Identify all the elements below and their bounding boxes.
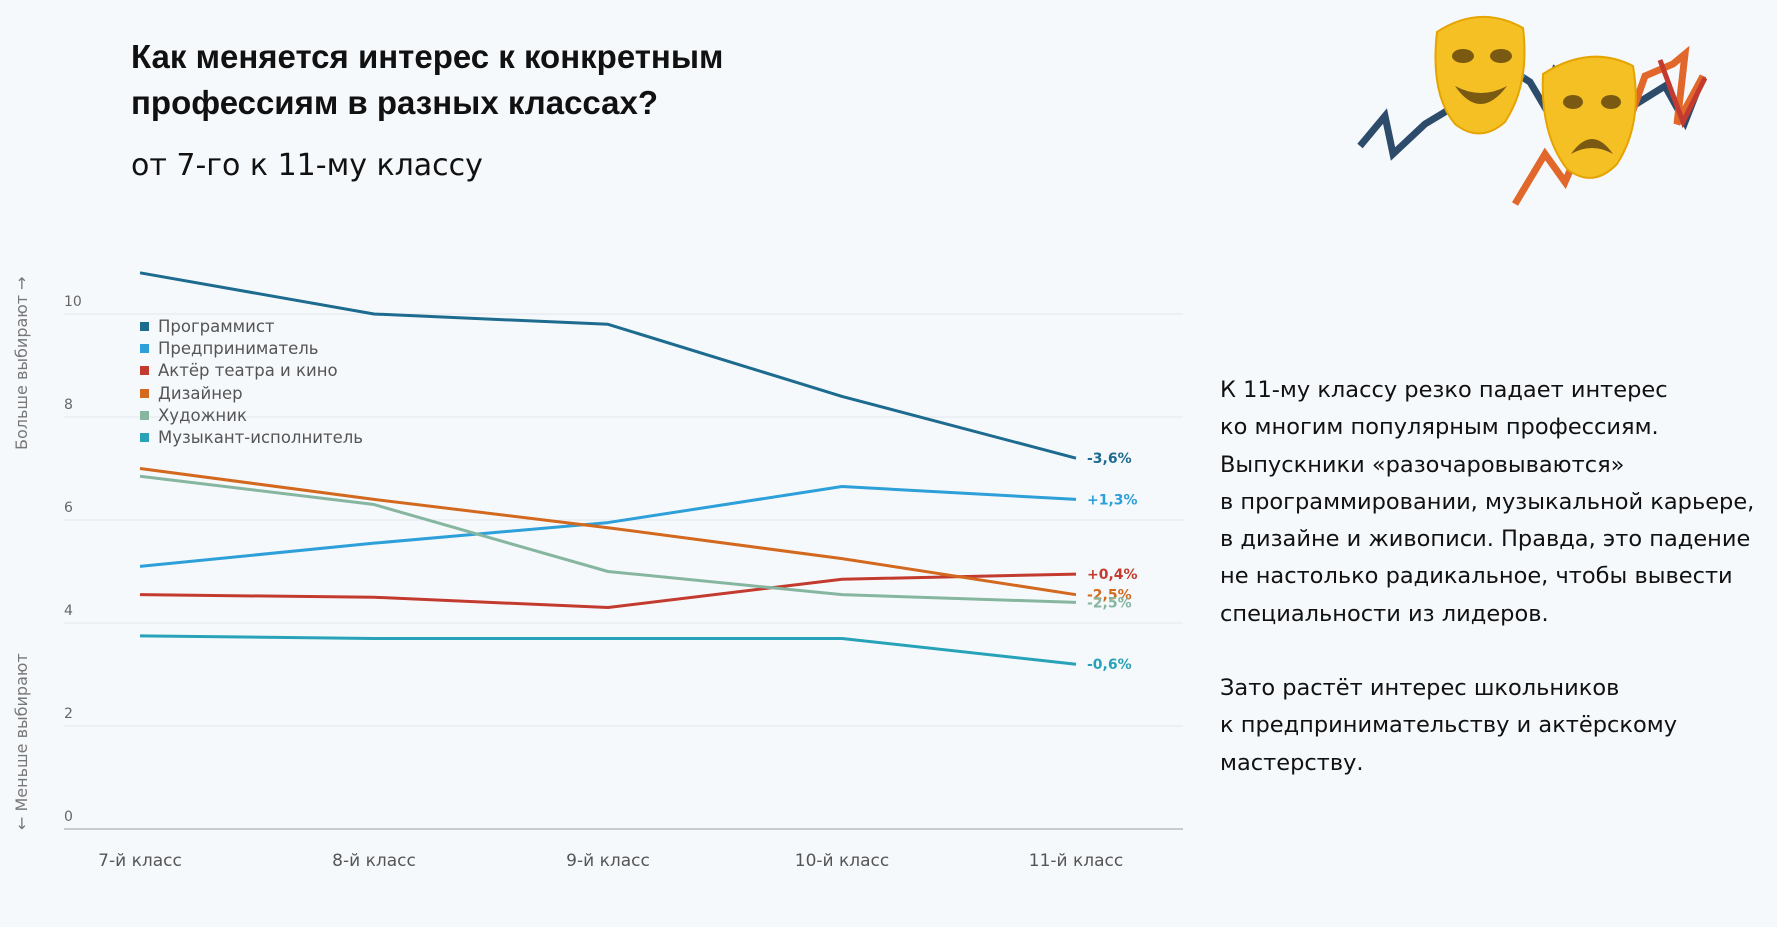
legend-swatch bbox=[140, 343, 149, 353]
y-tick-label: 0 bbox=[64, 809, 73, 825]
x-tick-label: 11-й класс bbox=[1029, 851, 1123, 871]
y-axis-label-top: Больше выбирают → bbox=[12, 276, 31, 450]
series-end-label: -2,5% bbox=[1087, 588, 1132, 604]
legend-swatch bbox=[140, 410, 149, 420]
legend-item: Музыкант-исполнитель bbox=[140, 426, 363, 448]
legend-swatch bbox=[140, 433, 149, 443]
x-tick-label: 9-й класс bbox=[566, 851, 650, 871]
chart-legend: Программист Предприниматель Актёр театра и… bbox=[140, 315, 363, 449]
legend-item: Предприниматель bbox=[140, 337, 363, 359]
annotation-text: К 11-му классу резко падает интерес ко м… bbox=[1220, 372, 1777, 819]
annotation-paragraph-1: К 11-му классу резко падает интерес ко м… bbox=[1220, 377, 1755, 627]
x-tick-label: 7-й класс bbox=[98, 851, 182, 871]
y-tick-label: 10 bbox=[64, 294, 82, 310]
series-line bbox=[139, 485, 1077, 568]
legend-label: Предприниматель bbox=[158, 338, 319, 358]
series-line bbox=[139, 474, 1077, 604]
series-line bbox=[139, 634, 1077, 666]
legend-swatch bbox=[140, 366, 149, 376]
x-tick-label: 8-й класс bbox=[332, 851, 416, 871]
series-line bbox=[139, 467, 1077, 597]
y-tick-label: 8 bbox=[64, 397, 73, 413]
legend-swatch bbox=[140, 388, 149, 398]
x-tick-label: 10-й класс bbox=[795, 851, 889, 871]
chart-title: Как меняется интерес к конкретным профес… bbox=[131, 38, 724, 121]
y-tick-label: 4 bbox=[64, 603, 73, 619]
legend-item: Актёр театра и кино bbox=[140, 360, 363, 382]
legend-label: Музыкант-исполнитель bbox=[158, 428, 364, 448]
legend-item: Программист bbox=[140, 315, 363, 337]
series-end-label: -0,6% bbox=[1087, 657, 1132, 673]
legend-item: Художник bbox=[140, 404, 363, 426]
series-end-label: -2,5% bbox=[1087, 595, 1132, 611]
y-tick-label: 6 bbox=[64, 500, 73, 516]
theatre-masks-icon bbox=[1357, 16, 1708, 206]
series-end-label: +1,3% bbox=[1087, 492, 1138, 508]
annotation-paragraph-2: Зато растёт интерес школьников к предпри… bbox=[1220, 675, 1678, 776]
series-line bbox=[139, 271, 1077, 460]
series-end-label: -3,6% bbox=[1087, 451, 1132, 467]
series-end-label: +0,4% bbox=[1087, 567, 1138, 583]
legend-label: Актёр театра и кино bbox=[158, 361, 338, 381]
y-tick-label: 2 bbox=[64, 706, 73, 722]
series-line bbox=[139, 572, 1077, 610]
legend-swatch bbox=[140, 321, 149, 331]
chart-subtitle: от 7-го к 11-му классу bbox=[131, 148, 483, 183]
legend-item: Дизайнер bbox=[140, 382, 363, 404]
y-axis-label-bottom: ← Меньше выбирают bbox=[12, 653, 31, 830]
legend-label: Дизайнер bbox=[158, 383, 243, 403]
legend-label: Художник bbox=[158, 405, 247, 425]
legend-label: Программист bbox=[158, 316, 275, 336]
